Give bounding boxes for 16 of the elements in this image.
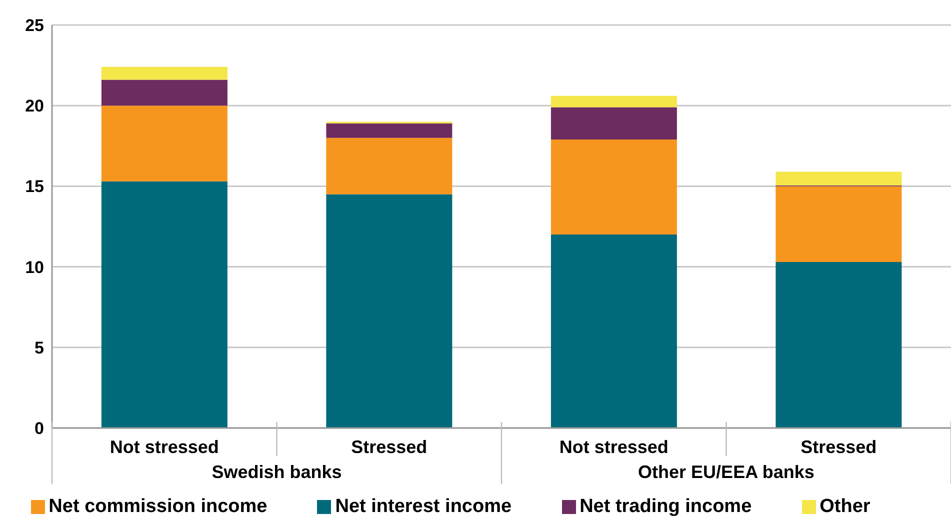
y-tick-label: 10 <box>25 258 44 277</box>
legend-label: Net commission income <box>48 496 268 517</box>
legend-label: Net interest income <box>335 496 512 517</box>
x-tick-label: Stressed <box>351 436 428 457</box>
x-tick-label: Not stressed <box>559 436 668 457</box>
legend-label: Other <box>820 496 870 517</box>
y-tick-label: 25 <box>25 16 44 36</box>
y-tick-label: 0 <box>34 419 44 438</box>
x-tick-label: Stressed <box>800 436 877 457</box>
text: Swedish banks <box>212 462 342 482</box>
legend-label: Net trading income <box>580 496 752 517</box>
y-tick-label: 15 <box>25 177 44 196</box>
y-tick-label: 5 <box>34 338 44 358</box>
text: Other EU/EEA banks <box>638 462 814 482</box>
y-tick-label: 20 <box>25 96 44 116</box>
x-tick-label: Not stressed <box>110 436 219 457</box>
